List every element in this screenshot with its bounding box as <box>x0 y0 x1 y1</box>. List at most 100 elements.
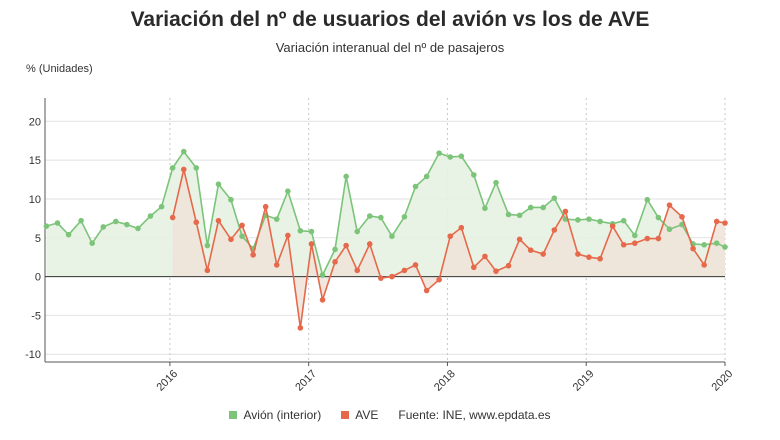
data-point-1 <box>412 262 419 268</box>
data-point-0 <box>701 241 707 248</box>
data-point-1 <box>540 251 547 257</box>
data-point-0 <box>493 179 499 186</box>
legend-item-avion: Avión (interior) <box>229 408 321 422</box>
chart-title: Variación del nº de usuarios del avión v… <box>130 8 650 31</box>
data-point-1 <box>343 242 349 249</box>
data-point-0 <box>228 196 234 203</box>
data-point-0 <box>78 217 84 224</box>
data-point-1 <box>701 262 707 268</box>
y-tick-label: 0 <box>35 272 41 284</box>
data-point-1 <box>250 252 256 258</box>
data-point-1 <box>239 222 245 229</box>
data-point-0 <box>713 240 720 246</box>
y-axis-label: % (Unidades) <box>26 63 93 75</box>
data-point-1 <box>447 233 454 240</box>
data-point-1 <box>354 267 361 274</box>
data-point-0 <box>540 204 547 211</box>
data-point-1 <box>273 262 280 268</box>
data-point-0 <box>204 242 211 249</box>
chart-subtitle: Variación interanual del nº de pasajeros <box>275 40 505 55</box>
data-point-1 <box>722 220 728 226</box>
data-point-0 <box>722 244 728 250</box>
data-point-0 <box>516 212 523 219</box>
data-point-0 <box>436 150 442 156</box>
data-point-0 <box>366 213 373 219</box>
data-point-0 <box>169 165 176 171</box>
data-point-1 <box>609 223 616 229</box>
y-tick-label: -10 <box>25 349 41 361</box>
data-point-1 <box>597 255 603 262</box>
x-tick-label: 2019 <box>571 368 597 394</box>
data-point-1 <box>308 241 315 247</box>
data-point-0 <box>319 272 326 278</box>
data-point-0 <box>401 214 408 220</box>
legend-label-ave: AVE <box>355 408 379 422</box>
data-point-1 <box>458 224 465 231</box>
data-point-0 <box>389 233 395 240</box>
data-point-0 <box>343 173 349 180</box>
legend-item-ave: AVE <box>341 408 378 422</box>
series-area-1 <box>172 169 725 328</box>
data-point-0 <box>297 227 304 234</box>
data-point-1 <box>631 240 638 246</box>
data-point-0 <box>147 213 154 219</box>
data-point-0 <box>423 173 430 180</box>
data-point-1 <box>180 166 187 173</box>
legend: Avión (interior) AVE Fuente: INE, www.ep… <box>0 408 780 422</box>
data-point-0 <box>666 226 673 233</box>
data-point-0 <box>180 148 187 155</box>
data-point-1 <box>332 259 338 265</box>
data-point-1 <box>423 287 430 294</box>
data-point-1 <box>262 203 269 210</box>
data-point-0 <box>471 172 477 178</box>
data-point-1 <box>215 217 222 224</box>
data-point-0 <box>597 218 603 225</box>
legend-swatch-avion <box>229 411 238 419</box>
data-point-1 <box>389 273 395 280</box>
data-point-0 <box>43 223 50 229</box>
data-point-0 <box>447 154 454 160</box>
data-point-1 <box>644 235 651 242</box>
y-tick-label: 5 <box>35 233 41 245</box>
data-point-0 <box>112 218 119 225</box>
data-point-0 <box>158 203 165 210</box>
data-point-0 <box>378 214 384 221</box>
data-point-0 <box>124 221 130 228</box>
data-point-0 <box>551 195 558 201</box>
data-point-0 <box>575 217 581 223</box>
data-point-0 <box>239 233 245 240</box>
data-point-0 <box>285 188 291 194</box>
y-tick-label: 20 <box>29 116 41 128</box>
data-point-1 <box>527 247 534 253</box>
data-point-1 <box>586 254 592 260</box>
x-tick-label: 2017 <box>293 368 319 394</box>
legend-swatch-ave <box>341 411 350 419</box>
source-text: Fuente: INE, www.epdata.es <box>398 408 551 422</box>
data-point-1 <box>297 325 304 331</box>
data-point-0 <box>620 217 627 224</box>
data-point-0 <box>505 211 512 218</box>
data-point-1 <box>551 227 558 233</box>
data-point-1 <box>679 214 685 220</box>
data-point-0 <box>458 153 465 160</box>
data-point-0 <box>65 231 72 238</box>
data-point-1 <box>436 276 442 283</box>
x-tick-label: 2016 <box>154 368 180 394</box>
data-point-0 <box>412 183 419 190</box>
data-point-0 <box>655 214 662 221</box>
data-point-1 <box>666 202 673 208</box>
data-point-0 <box>193 165 200 171</box>
data-point-1 <box>690 245 696 252</box>
data-point-1 <box>471 264 477 271</box>
data-point-0 <box>527 204 534 211</box>
data-point-1 <box>401 267 408 274</box>
data-point-1 <box>655 235 662 242</box>
data-point-0 <box>100 224 107 230</box>
data-point-1 <box>378 275 384 281</box>
data-point-0 <box>215 181 222 187</box>
data-point-0 <box>89 240 95 246</box>
data-point-0 <box>354 228 361 235</box>
data-point-1 <box>169 214 176 221</box>
data-point-0 <box>482 205 488 212</box>
